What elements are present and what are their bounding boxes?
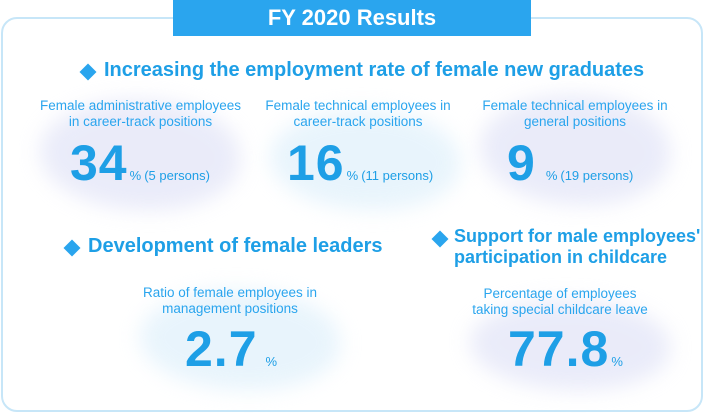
stat-label-line: Female technical employees in — [265, 98, 451, 113]
stat-value-admin: 34% (5 persons) — [70, 134, 210, 192]
stat-label-line: in career-track positions — [68, 114, 213, 129]
stat-persons: (11 persons) — [361, 168, 434, 183]
stat-number: 34 — [70, 135, 128, 191]
stat-persons: (5 persons) — [144, 168, 210, 183]
stat-label: Female technical employees in general po… — [470, 98, 680, 130]
stat-label: Ratio of female employees in management … — [120, 285, 340, 317]
stat-unit: % — [611, 354, 623, 369]
stat-label-line: taking special childcare leave — [472, 302, 648, 317]
section-heading-leaders: Development of female leaders — [88, 235, 383, 257]
stat-value-management: 2.7% — [185, 320, 277, 378]
watercolor-bg — [470, 300, 670, 390]
page-title: FY 2020 Results — [173, 0, 531, 36]
stat-number: 2.7 — [185, 321, 258, 377]
stat-label-line: general positions — [523, 114, 627, 129]
stat-label-line: management positions — [162, 301, 298, 316]
stat-number: 77.8 — [508, 321, 610, 377]
stat-unit: % — [545, 168, 558, 183]
section-heading-employment: Increasing the employment rate of female… — [104, 59, 645, 81]
stat-label: Female administrative employees in caree… — [28, 98, 253, 130]
heading-line: Support for male employees' — [454, 226, 701, 246]
stat-value-technical-career: 16% (11 persons) — [287, 134, 433, 192]
stat-label-line: Percentage of employees — [483, 286, 637, 301]
heading-line: participation in childcare — [454, 247, 668, 267]
stat-unit: % — [265, 354, 278, 369]
stat-label-line: Ratio of female employees in — [142, 285, 318, 300]
stat-unit: % — [346, 168, 359, 183]
stat-label-line: career-track positions — [293, 114, 423, 129]
stat-number: 16 — [287, 135, 345, 191]
watercolor-bg — [270, 110, 460, 210]
stat-label: Female technical employees in career-tra… — [253, 98, 463, 130]
watercolor-bg — [480, 95, 670, 205]
stat-number: 9 — [507, 135, 536, 191]
stat-label: Percentage of employees taking special c… — [450, 286, 670, 318]
watercolor-bg — [40, 100, 240, 210]
stat-label-line: Female administrative employees — [39, 98, 242, 113]
watercolor-bg — [140, 290, 340, 390]
stat-persons: (19 persons) — [560, 168, 634, 183]
stat-value-technical-general: 9% (19 persons) — [507, 134, 633, 192]
stat-value-childcare-leave: 77.8% — [508, 320, 623, 378]
section-heading-childcare: Support for male employees' participatio… — [454, 226, 700, 268]
stat-label-line: Female technical employees in — [482, 98, 668, 113]
stat-unit: % — [129, 168, 142, 183]
